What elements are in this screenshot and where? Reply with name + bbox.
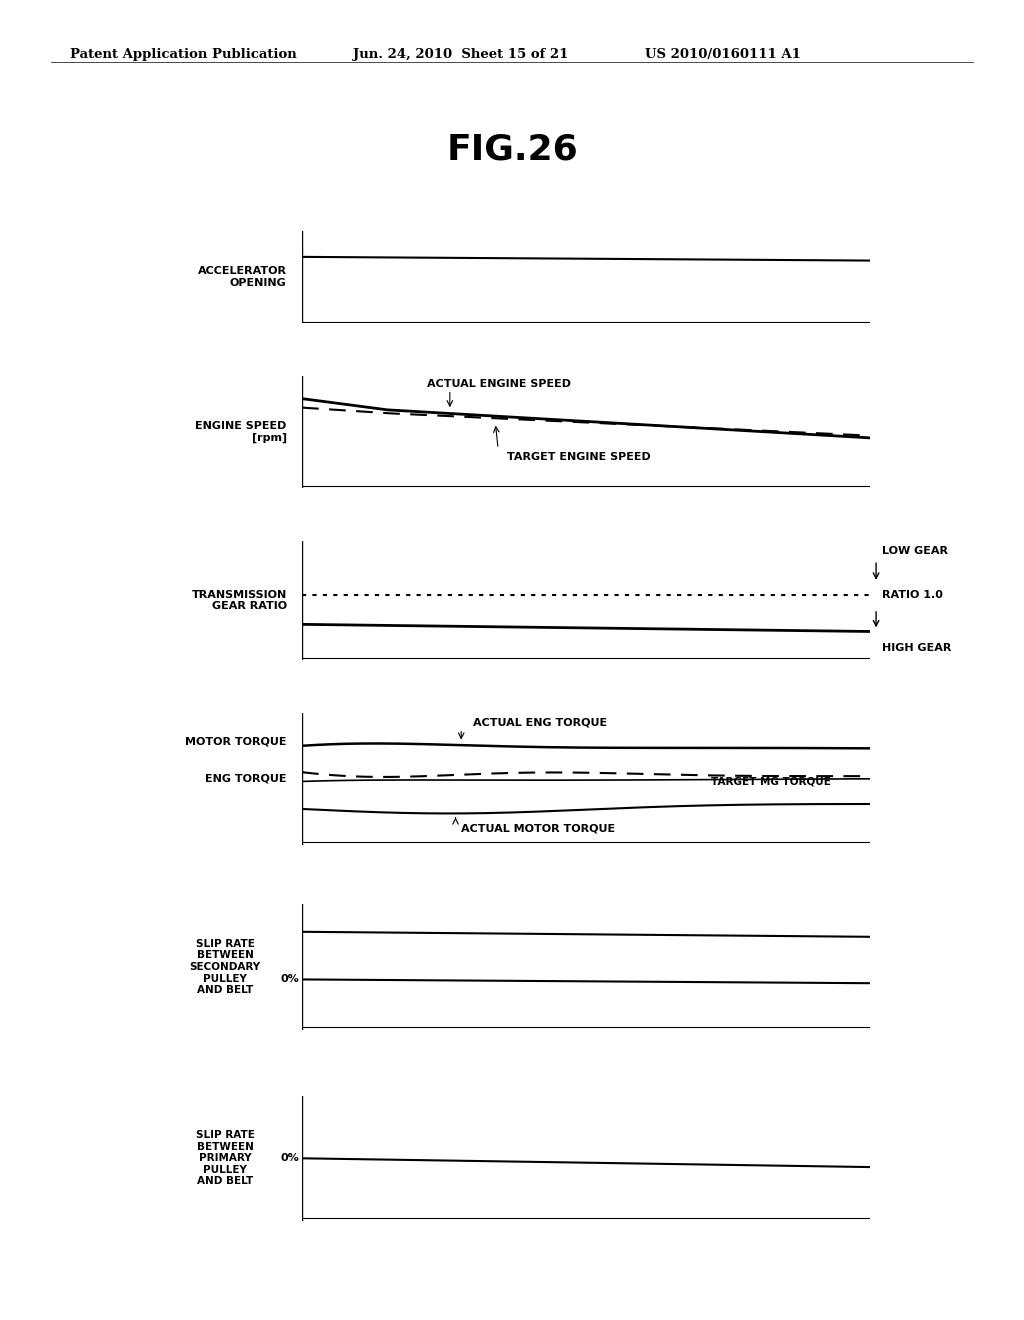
Text: Patent Application Publication: Patent Application Publication bbox=[70, 48, 296, 61]
Text: TRANSMISSION
GEAR RATIO: TRANSMISSION GEAR RATIO bbox=[191, 590, 287, 611]
Text: ACTUAL ENG TORQUE: ACTUAL ENG TORQUE bbox=[473, 717, 606, 727]
Text: ACTUAL MOTOR TORQUE: ACTUAL MOTOR TORQUE bbox=[461, 824, 615, 834]
Text: TARGET ENGINE SPEED: TARGET ENGINE SPEED bbox=[507, 451, 650, 462]
Text: HIGH GEAR: HIGH GEAR bbox=[882, 643, 951, 653]
Text: ACTUAL ENGINE SPEED: ACTUAL ENGINE SPEED bbox=[427, 379, 571, 389]
Text: LOW GEAR: LOW GEAR bbox=[882, 545, 948, 556]
Text: SLIP RATE
BETWEEN
SECONDARY
PULLEY
AND BELT: SLIP RATE BETWEEN SECONDARY PULLEY AND B… bbox=[189, 939, 261, 995]
Text: SLIP RATE
BETWEEN
PRIMARY
PULLEY
AND BELT: SLIP RATE BETWEEN PRIMARY PULLEY AND BEL… bbox=[196, 1130, 255, 1187]
Text: Jun. 24, 2010  Sheet 15 of 21: Jun. 24, 2010 Sheet 15 of 21 bbox=[353, 48, 568, 61]
Text: FIG.26: FIG.26 bbox=[446, 132, 578, 166]
Text: ACCELERATOR
OPENING: ACCELERATOR OPENING bbox=[198, 267, 287, 288]
Text: 0%: 0% bbox=[281, 974, 299, 985]
Text: RATIO 1.0: RATIO 1.0 bbox=[882, 590, 943, 599]
Text: TARGET MG TORQUE: TARGET MG TORQUE bbox=[712, 776, 831, 787]
Text: US 2010/0160111 A1: US 2010/0160111 A1 bbox=[645, 48, 801, 61]
Text: ENG TORQUE: ENG TORQUE bbox=[205, 774, 287, 784]
Text: 0%: 0% bbox=[281, 1154, 299, 1163]
Text: ENGINE SPEED
[rpm]: ENGINE SPEED [rpm] bbox=[196, 421, 287, 444]
Text: MOTOR TORQUE: MOTOR TORQUE bbox=[185, 737, 287, 747]
